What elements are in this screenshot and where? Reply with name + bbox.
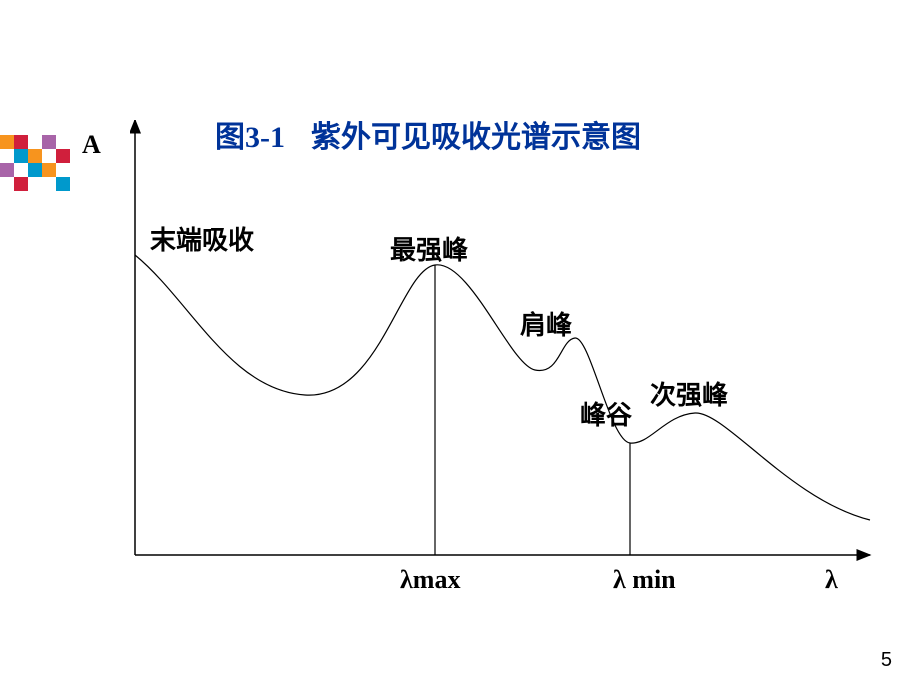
y-axis-label: A (82, 130, 101, 160)
page-number: 5 (881, 649, 892, 672)
chart-svg (130, 120, 890, 600)
label-strongest-peak: 最强峰 (390, 230, 468, 267)
x-label-lambda-max: λmax (400, 565, 460, 595)
x-label-lambda-min: λ min (613, 565, 676, 595)
x-label-lambda: λ (825, 565, 838, 595)
label-end-absorption: 末端吸收 (150, 220, 254, 257)
label-secondary-peak: 次强峰 (650, 375, 728, 412)
label-shoulder-peak: 肩峰 (520, 305, 572, 342)
spectrum-chart: A 末端吸收 最强峰 肩峰 峰谷 次强峰 λmax λ min λ (130, 120, 890, 600)
label-valley: 峰谷 (580, 395, 632, 432)
spectrum-curve (135, 255, 870, 520)
